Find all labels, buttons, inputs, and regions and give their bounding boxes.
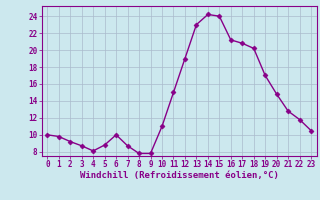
X-axis label: Windchill (Refroidissement éolien,°C): Windchill (Refroidissement éolien,°C) — [80, 171, 279, 180]
